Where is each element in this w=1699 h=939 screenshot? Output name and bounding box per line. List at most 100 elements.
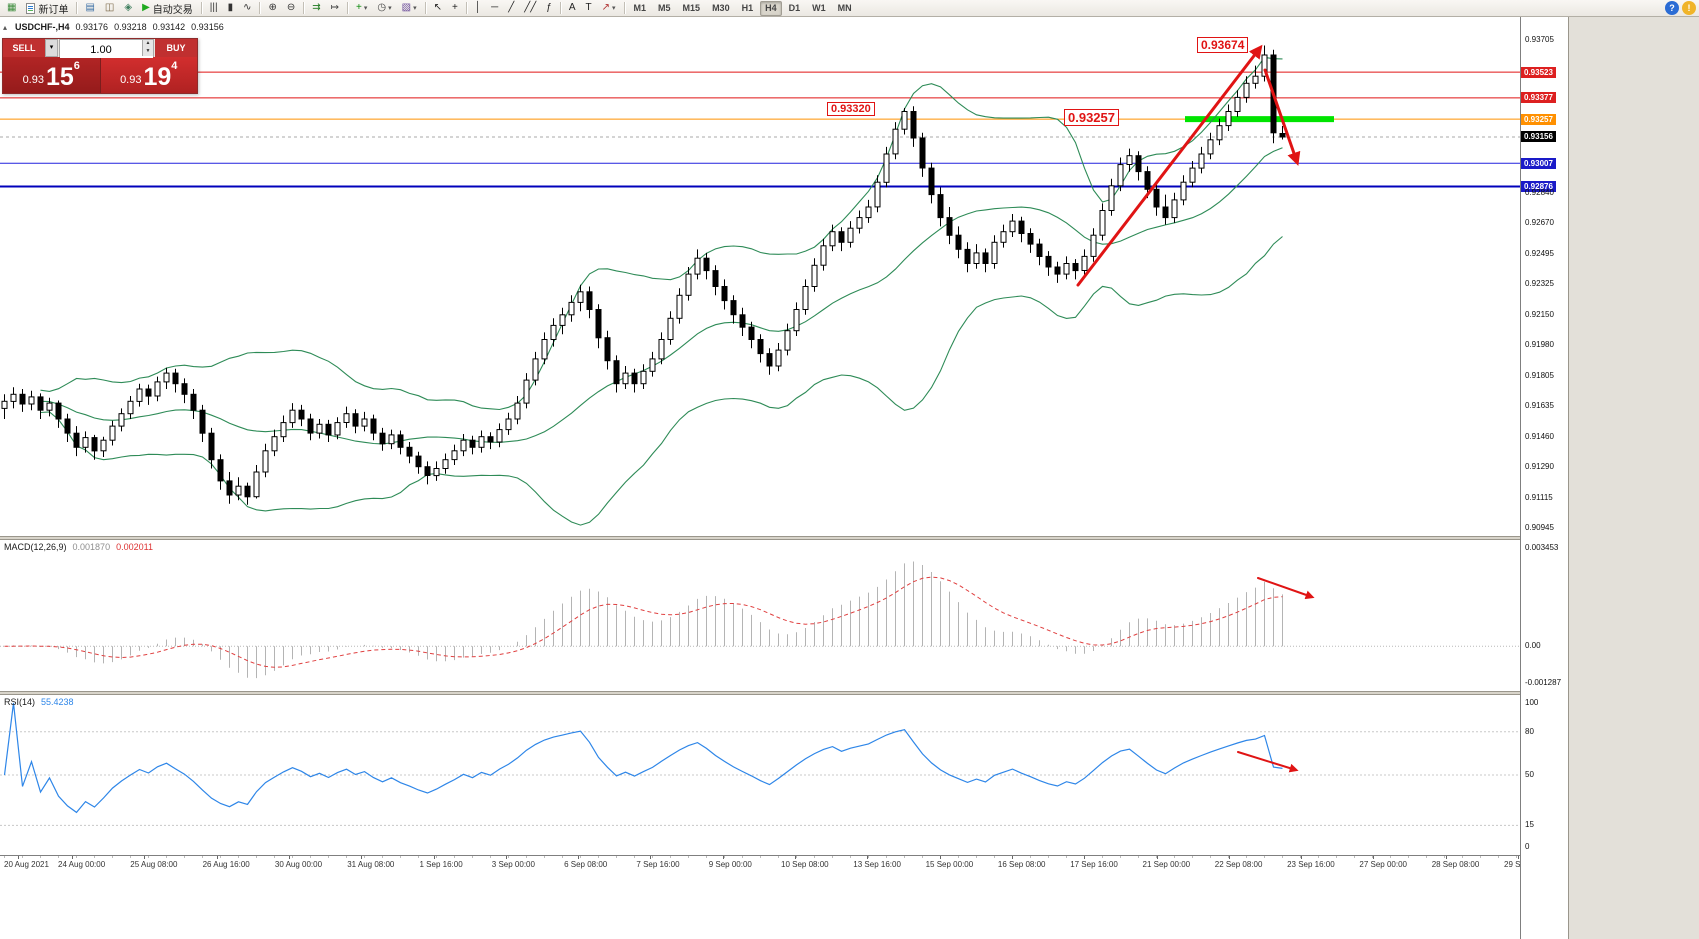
templates-icon[interactable]: ▧ ▾ [398,1,421,16]
arrows-icon[interactable]: ↗ ▾ [598,1,620,16]
arrows-icon-dropdown[interactable]: ▾ [612,5,616,12]
data-window-icon[interactable]: ◫ [101,1,118,16]
timeframe-mn-button[interactable]: MN [837,3,852,13]
rsi-axis-label-50: 50 [1525,770,1534,779]
pane-separator-rsi[interactable] [0,691,1568,695]
indicators-icon-dropdown[interactable]: ▾ [363,5,368,12]
time-tick [795,856,796,859]
swing-high-annotation[interactable]: 0.93320 [827,102,875,116]
order-type-dropdown[interactable]: ▾ [45,39,58,57]
buy-button[interactable]: 0.93 19 4 [99,57,197,93]
periods-icon[interactable]: ◷ ▾ [373,1,395,16]
time-label: 17 Sep 16:00 [1070,860,1118,869]
auto-scroll-icon[interactable]: ⇉ [308,1,324,16]
volume-input[interactable] [60,42,153,58]
time-minor-tick [346,856,347,858]
time-minor-tick [490,856,491,858]
timeframe-m15-button[interactable]: M15 [682,3,701,13]
timeframe-w1-button[interactable]: W1 [812,3,826,13]
text-icon[interactable]: A [565,1,580,16]
line-chart-icon[interactable]: ∿ [239,1,255,16]
main-toolbar: ▦ 新订单 ▤ ◫ ◈ ▶ 自动交易 ||| ▮ ∿ ⊕ ⊖ ⇉ ↦ + ▾ ◷ ▾ ▧ ▾ ↖ + │ ─ ╱ ╱╱ ƒ A T ↗ ▾ M… [0,0,1699,17]
templates-icon-dropdown[interactable]: ▾ [413,5,417,12]
sell-button[interactable]: 0.93 15 6 [3,57,100,93]
time-label: 9 Sep 00:00 [708,860,752,869]
toolbar-divider [559,2,561,14]
level-price-annotation[interactable]: 0.93257 [1064,109,1119,126]
rsi-label: RSI(14) 55.4238 [4,697,74,707]
one-click-toggle-icon[interactable]: ▴ [3,22,8,32]
fibonacci-icon[interactable]: ƒ [542,1,556,16]
peak-price-annotation[interactable]: 0.93674 [1197,37,1249,53]
buy-button-small[interactable]: BUY [155,39,197,57]
time-minor-tick [1372,856,1373,858]
toolbar-divider [303,2,305,14]
horizontal-line-icon[interactable]: ─ [487,1,502,16]
sell-button-small[interactable]: SELL [3,39,45,57]
macd-down-arrow[interactable] [1257,577,1315,600]
time-label: 23 Sep 16:00 [1287,860,1335,869]
periods-icon-dropdown[interactable]: ▾ [388,5,392,12]
indicators-icon[interactable]: + ▾ [352,1,371,16]
timeframe-h1-button[interactable]: H1 [741,3,754,13]
macd-signal-value: 0.002011 [116,542,153,552]
time-tick [144,856,146,859]
indicators-icon-glyph: + [356,2,362,13]
cursor-icon[interactable]: ↖ [430,1,446,16]
channel-icon[interactable]: ╱╱ [520,1,540,16]
time-minor-tick [1336,856,1337,858]
navigator-icon[interactable]: ◈ [120,1,136,16]
crosshair-icon[interactable]: + [448,1,462,16]
market-watch-icon[interactable]: ▤ [81,1,98,16]
timeframe-m30-button[interactable]: M30 [712,3,730,13]
text-label-icon[interactable]: T [582,1,596,16]
bar-chart-icon[interactable]: ||| [206,1,222,16]
candlestick-chart-icon[interactable]: ▮ [224,1,238,16]
time-minor-tick [922,856,923,858]
help-icon[interactable]: ? [1665,1,1679,15]
timeframe-h4-button[interactable]: H4 [760,0,782,16]
volume-down-stepper[interactable]: ▼ [143,48,153,56]
time-minor-tick [1030,856,1031,858]
rsi-pane-canvas[interactable] [0,695,1520,855]
rsi-down-arrow[interactable] [1237,751,1299,773]
trend-arrow-up[interactable] [1076,44,1263,287]
macd-histogram [13,561,1283,679]
new-order-button[interactable]: 新订单 [22,1,72,16]
chart-window-icon[interactable]: ▦ [3,1,20,16]
time-label: 15 Sep 00:00 [925,860,974,869]
volume-up-stepper[interactable]: ▲ [143,40,153,48]
macd-pane-canvas[interactable] [0,540,1520,691]
zoom-out-icon[interactable]: ⊖ [283,1,299,16]
trendline-icon[interactable]: ╱ [504,1,518,16]
rsi-axis-label-15: 15 [1525,820,1534,829]
time-minor-tick [472,856,473,858]
zoom-in-icon[interactable]: ⊕ [264,1,280,16]
auto-trading-button[interactable]: ▶ 自动交易 [138,1,197,16]
vertical-line-icon[interactable]: │ [471,1,485,16]
drop-arrow[interactable] [1263,68,1301,166]
notifications-icon[interactable]: ! [1682,1,1696,15]
timeframe-m1-button[interactable]: M1 [633,3,647,13]
symbol-period: USDCHF-,H4 [15,22,70,32]
time-label: 13 Sep 16:00 [853,860,901,869]
price-axis[interactable]: 0.93705 0.93523 0.93377 0.93257 0.93156 0.930… [1520,17,1568,939]
ohlc-high: 0.93218 [114,22,147,32]
main-chart-canvas[interactable] [0,17,1520,536]
time-tick [1011,856,1013,859]
pane-separator-macd[interactable] [0,536,1568,540]
chart-shift-icon[interactable]: ↦ [327,1,343,16]
time-minor-tick [1480,856,1481,858]
time-minor-tick [418,856,419,858]
timeframe-m5-button[interactable]: M5 [658,3,671,13]
time-minor-tick [814,856,815,858]
price-label-0.92840: 0.92840 [1525,188,1554,197]
time-minor-tick [1246,856,1247,858]
macd-name: MACD(12,26,9) [4,542,67,552]
price-label-0.93007: 0.93007 [1521,158,1556,169]
timeframe-d1-button[interactable]: D1 [788,3,801,13]
time-tick [939,856,941,859]
time-minor-tick [1354,856,1355,858]
price-label-0.92670: 0.92670 [1525,218,1554,227]
time-axis[interactable]: 20 Aug 2021 24 Aug 00:00 25 Aug 08:00 26 Au… [0,855,1568,871]
